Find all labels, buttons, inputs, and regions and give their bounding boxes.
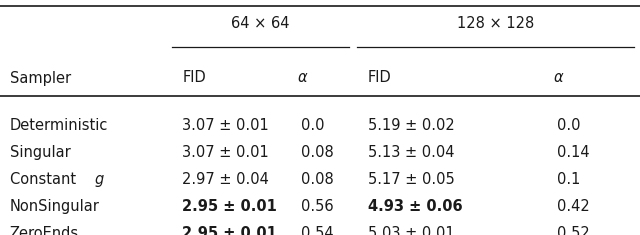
- Text: Deterministic: Deterministic: [10, 118, 108, 133]
- Text: 0.54: 0.54: [301, 226, 333, 235]
- Text: Sampler: Sampler: [10, 70, 71, 86]
- Text: FID: FID: [368, 70, 392, 86]
- Text: FID: FID: [182, 70, 206, 86]
- Text: 2.95 ± 0.01: 2.95 ± 0.01: [182, 226, 277, 235]
- Text: α: α: [298, 70, 307, 86]
- Text: 128 × 128: 128 × 128: [457, 16, 534, 31]
- Text: 5.13 ± 0.04: 5.13 ± 0.04: [368, 145, 454, 160]
- Text: 64 × 64: 64 × 64: [231, 16, 289, 31]
- Text: 0.08: 0.08: [301, 145, 333, 160]
- Text: NonSingular: NonSingular: [10, 199, 99, 214]
- Text: 0.0: 0.0: [301, 118, 324, 133]
- Text: 2.97 ± 0.04: 2.97 ± 0.04: [182, 172, 269, 187]
- Text: α: α: [554, 70, 563, 86]
- Text: 3.07 ± 0.01: 3.07 ± 0.01: [182, 145, 269, 160]
- Text: 5.19 ± 0.02: 5.19 ± 0.02: [368, 118, 455, 133]
- Text: 0.08: 0.08: [301, 172, 333, 187]
- Text: 3.07 ± 0.01: 3.07 ± 0.01: [182, 118, 269, 133]
- Text: 0.1: 0.1: [557, 172, 580, 187]
- Text: 0.56: 0.56: [301, 199, 333, 214]
- Text: ZeroEnds: ZeroEnds: [10, 226, 79, 235]
- Text: 0.0: 0.0: [557, 118, 580, 133]
- Text: 0.42: 0.42: [557, 199, 589, 214]
- Text: 0.52: 0.52: [557, 226, 589, 235]
- Text: 4.93 ± 0.06: 4.93 ± 0.06: [368, 199, 463, 214]
- Text: Constant: Constant: [10, 172, 81, 187]
- Text: 2.95 ± 0.01: 2.95 ± 0.01: [182, 199, 277, 214]
- Text: Singular: Singular: [10, 145, 70, 160]
- Text: 5.17 ± 0.05: 5.17 ± 0.05: [368, 172, 455, 187]
- Text: 5.03 ± 0.01: 5.03 ± 0.01: [368, 226, 454, 235]
- Text: g: g: [95, 172, 104, 187]
- Text: 0.14: 0.14: [557, 145, 589, 160]
